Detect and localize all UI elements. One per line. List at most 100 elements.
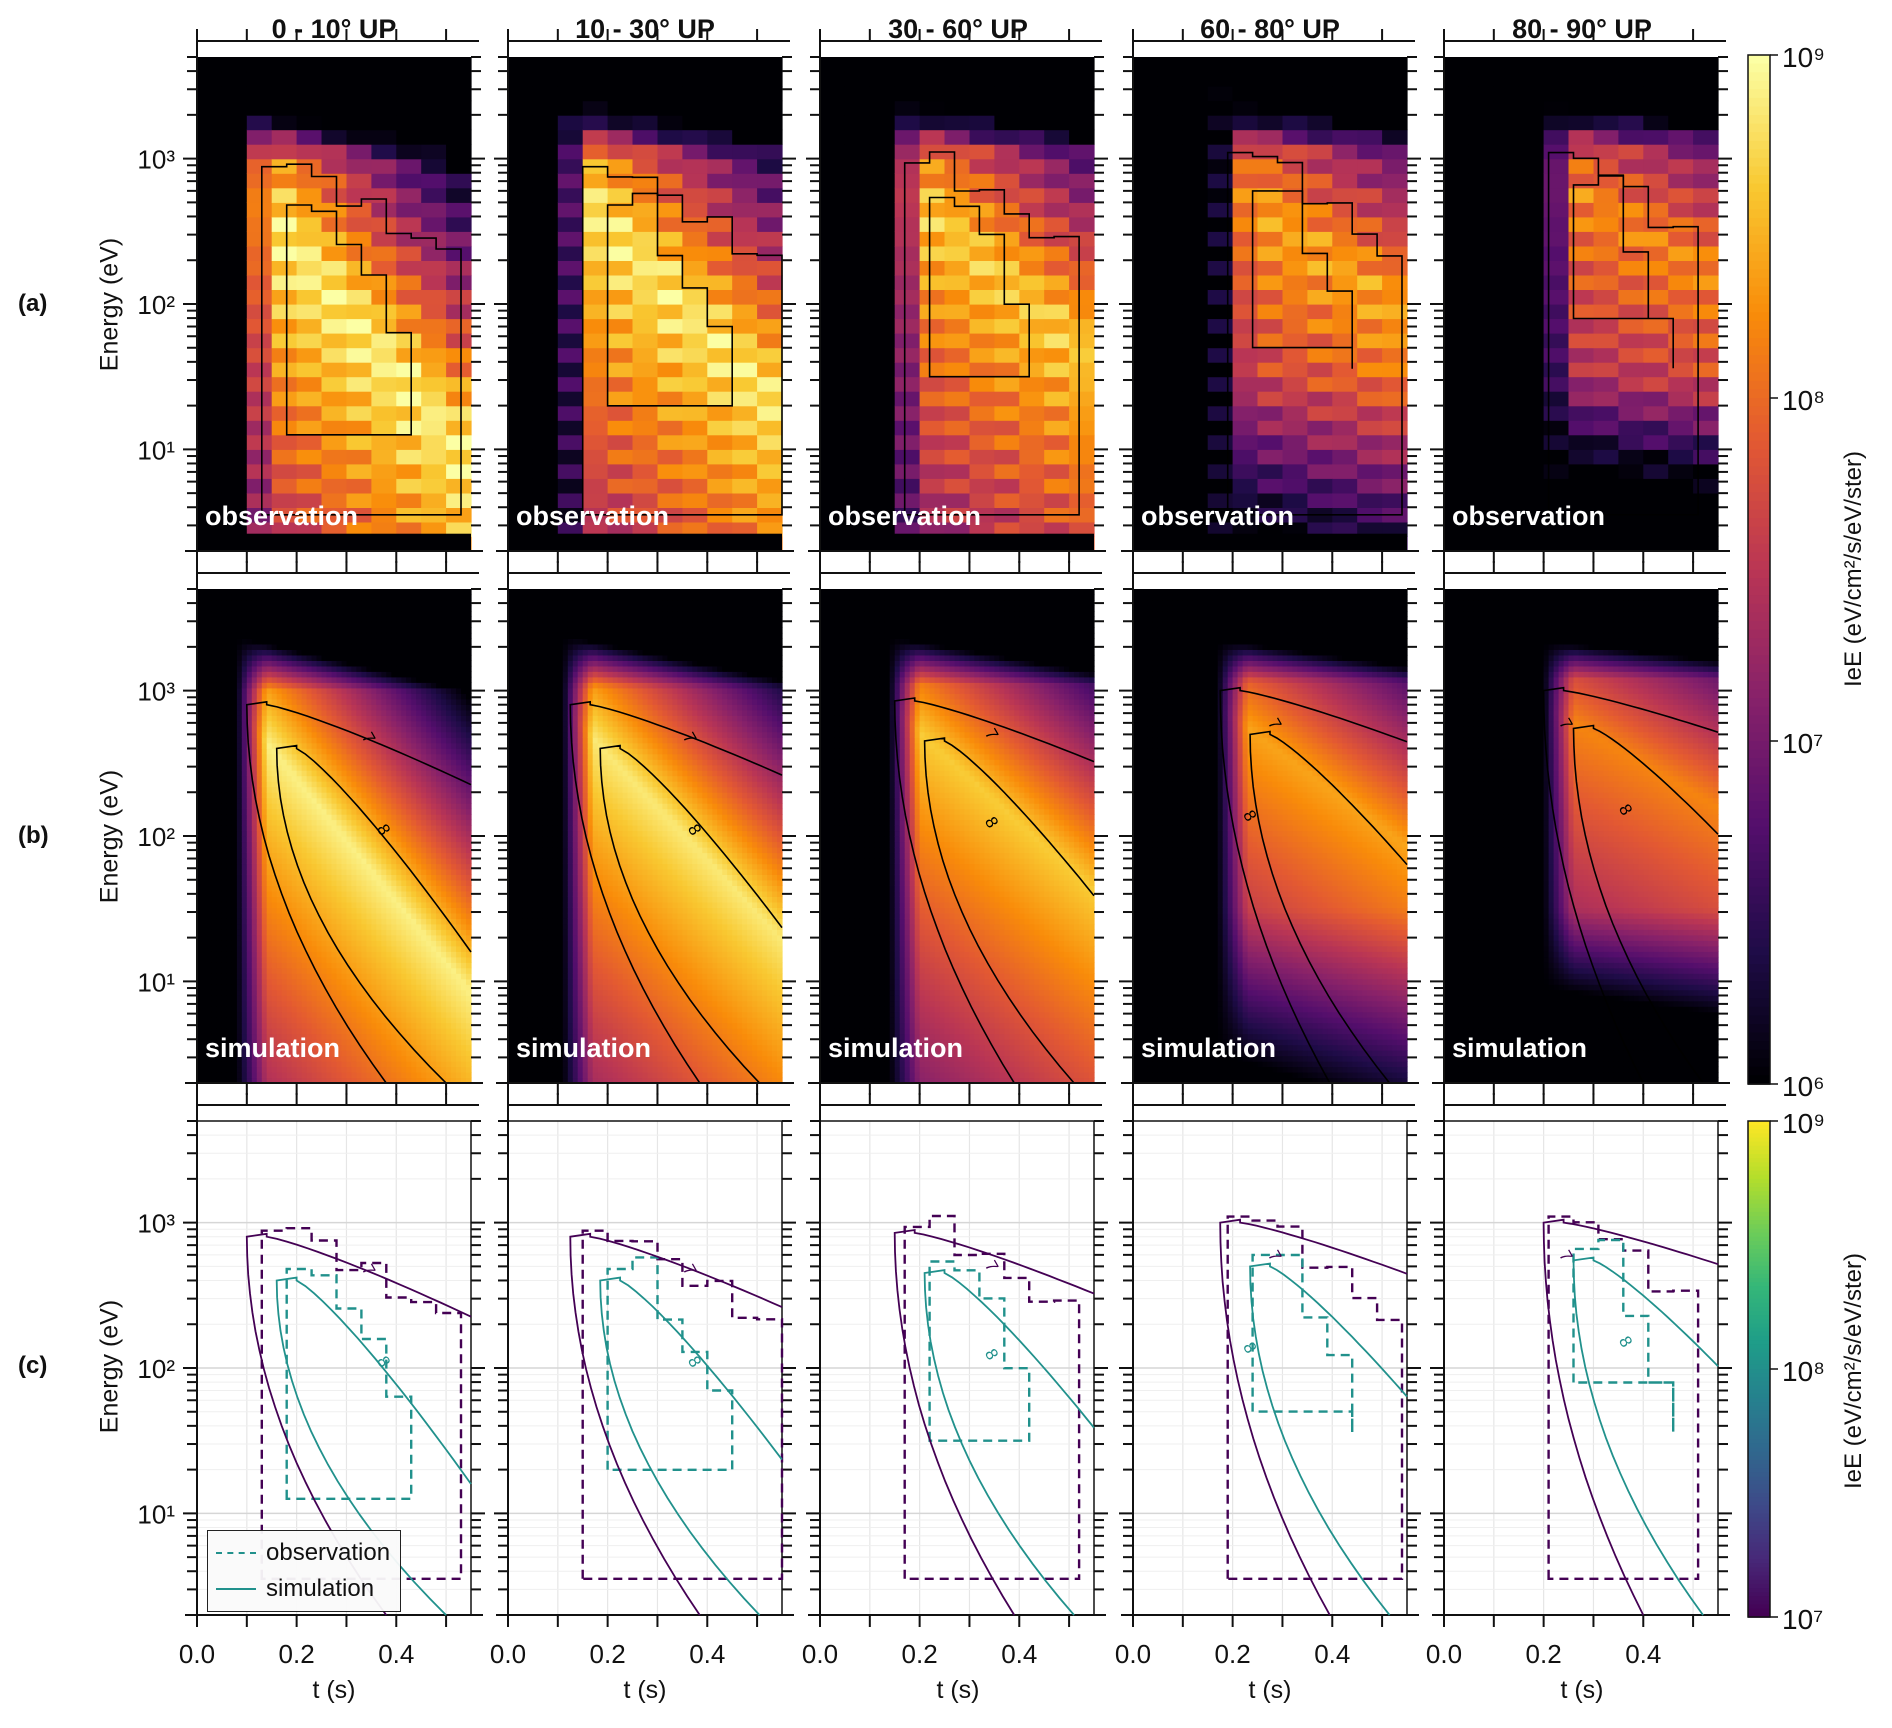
heatmap-cell [336, 643, 343, 650]
heatmap-cell [246, 260, 273, 276]
heatmap-cell [396, 989, 402, 996]
heatmap-cell [226, 687, 233, 694]
heatmap-cell [341, 665, 348, 672]
heatmap-cell [281, 962, 288, 969]
heatmap-cell [266, 654, 273, 661]
heatmap-cell [306, 687, 313, 694]
heatmap-cell [241, 836, 248, 843]
heatmap-cell [216, 1044, 223, 1051]
heatmap-cell [326, 918, 333, 925]
heatmap-cell [341, 923, 348, 930]
heatmap-cell [411, 852, 417, 859]
heatmap-cell [441, 808, 447, 815]
heatmap-cell [256, 1050, 263, 1057]
heatmap-cell [266, 879, 273, 886]
heatmap-cell [226, 890, 233, 897]
heatmap-cell [316, 929, 323, 936]
heatmap-cell [311, 594, 318, 601]
heatmap-cell [221, 709, 228, 716]
heatmap-cell [246, 984, 253, 991]
heatmap-cell [211, 616, 218, 623]
heatmap-cell [321, 57, 347, 73]
heatmap-cell [301, 836, 308, 843]
heatmap-cell [401, 753, 407, 760]
heatmap-cell [366, 978, 372, 985]
heatmap-cell [356, 912, 362, 919]
heatmap-cell [316, 951, 323, 958]
heatmap-cell [396, 245, 422, 261]
heatmap-cell [331, 973, 338, 980]
heatmap-cell [296, 781, 303, 788]
heatmap-cell [346, 858, 353, 865]
heatmap-cell [246, 347, 273, 363]
heatmap-cell [246, 858, 253, 865]
heatmap-cell [276, 1077, 283, 1084]
heatmap-cell [406, 687, 412, 694]
heatmap-cell [276, 1011, 283, 1018]
heatmap-cell [416, 649, 422, 656]
heatmap-cell [197, 676, 203, 683]
heatmap-cell [271, 901, 278, 908]
heatmap-cell [291, 1077, 298, 1084]
heatmap-cell [436, 989, 442, 996]
heatmap-cell [216, 742, 223, 749]
heatmap-cell [326, 841, 333, 848]
heatmap-cell [351, 616, 357, 623]
heatmap-cell [341, 863, 348, 870]
heatmap-cell [326, 753, 333, 760]
heatmap-cell [381, 665, 387, 672]
heatmap-cell [226, 676, 233, 683]
heatmap-cell [316, 737, 323, 744]
heatmap-cell [391, 967, 397, 974]
heatmap-cell [281, 978, 288, 985]
heatmap-cell [366, 715, 372, 722]
heatmap-cell [271, 693, 278, 700]
heatmap-cell [341, 643, 348, 650]
heatmap-cell [396, 715, 402, 722]
heatmap-cell [256, 627, 263, 634]
heatmap-cell [441, 858, 447, 865]
heatmap-cell [361, 967, 367, 974]
heatmap-cell [416, 1039, 422, 1046]
heatmap-cell [241, 720, 248, 727]
heatmap-cell [376, 1066, 382, 1073]
heatmap-cell [286, 945, 293, 952]
heatmap-cell [431, 901, 437, 908]
heatmap-cell [341, 951, 348, 958]
heatmap-cell [216, 929, 223, 936]
heatmap-cell [276, 940, 283, 947]
heatmap-cell [221, 1033, 228, 1040]
heatmap-cell [431, 995, 437, 1002]
heatmap-cell [216, 896, 223, 903]
heatmap-cell [271, 918, 278, 925]
heatmap-cell [316, 781, 323, 788]
heatmap-cell [381, 621, 387, 628]
heatmap-cell [216, 1000, 223, 1007]
heatmap-cell [336, 934, 343, 941]
heatmap-cell [321, 989, 328, 996]
heatmap-cell [306, 676, 313, 683]
heatmap-cell [291, 808, 298, 815]
heatmap-cell [296, 775, 303, 782]
heatmap-cell [216, 989, 223, 996]
heatmap-cell [256, 1022, 263, 1029]
heatmap-cell [291, 825, 298, 832]
heatmap-cell [246, 71, 273, 87]
heatmap-cell [266, 1017, 273, 1024]
heatmap-cell [211, 753, 218, 760]
heatmap-cell [396, 347, 422, 363]
heatmap-cell [281, 1039, 288, 1046]
heatmap-cell [331, 819, 338, 826]
heatmap-cell [281, 907, 288, 914]
heatmap-cell [371, 786, 377, 793]
heatmap-cell [306, 594, 313, 601]
heatmap-cell [197, 289, 223, 305]
heatmap-cell [226, 1072, 233, 1079]
heatmap-cell [436, 764, 442, 771]
heatmap-cell [211, 907, 218, 914]
heatmap-cell [326, 989, 333, 996]
heatmap-cell [441, 879, 447, 886]
heatmap-cell [386, 967, 392, 974]
heatmap-cell [291, 1033, 298, 1040]
heatmap-cell [266, 890, 273, 897]
